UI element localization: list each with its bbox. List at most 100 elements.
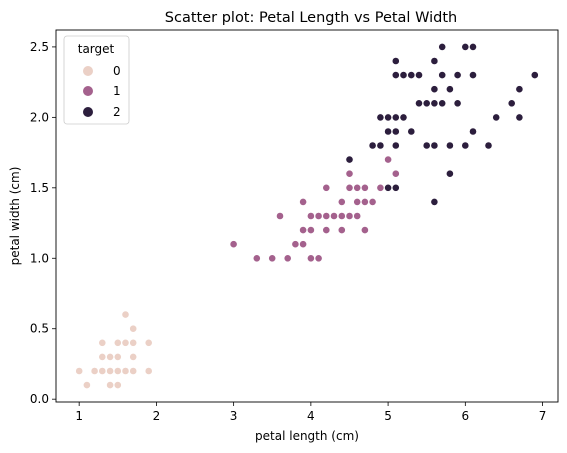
data-point-target-0 xyxy=(113,352,122,361)
data-point-target-2 xyxy=(430,141,439,150)
data-point-target-1 xyxy=(276,212,284,220)
data-point-target-2 xyxy=(438,43,447,51)
legend-label-0: 0 xyxy=(113,64,121,78)
y-axis-ticks: 0.0 0.5 1.0 1.5 2.0 2.5 xyxy=(30,40,56,406)
data-point-target-0 xyxy=(113,367,122,375)
y-tick-label: 2.0 xyxy=(30,110,49,124)
data-point-target-0 xyxy=(90,367,99,375)
x-tick-label: 2 xyxy=(153,409,161,423)
data-point-target-1 xyxy=(306,226,315,234)
data-point-target-1 xyxy=(353,197,362,206)
data-point-target-2 xyxy=(391,141,400,150)
data-point-target-2 xyxy=(407,127,416,136)
y-axis-label: petal width (cm) xyxy=(8,167,22,266)
data-point-target-2 xyxy=(399,71,408,79)
x-axis-label: petal length (cm) xyxy=(255,429,359,443)
plot-frame xyxy=(55,29,559,403)
x-axis-ticks: 1 2 3 4 5 6 7 xyxy=(75,402,546,423)
data-point-target-0 xyxy=(144,338,153,347)
data-point-target-2 xyxy=(469,43,477,51)
data-point-target-2 xyxy=(407,71,416,79)
legend-box xyxy=(63,35,130,125)
data-point-target-1 xyxy=(283,254,292,263)
data-point-target-2 xyxy=(399,113,408,122)
data-point-target-2 xyxy=(376,141,385,150)
data-point-target-1 xyxy=(360,197,369,206)
legend-label-1: 1 xyxy=(113,84,121,98)
data-point-target-1 xyxy=(345,169,354,178)
x-tick-label: 7 xyxy=(539,409,547,423)
data-point-target-2 xyxy=(438,71,447,79)
x-tick-label: 5 xyxy=(384,409,392,423)
legend-title: target xyxy=(78,42,115,56)
legend: target 0 1 2 xyxy=(63,35,130,125)
data-point-target-0 xyxy=(106,381,114,389)
data-point-target-1 xyxy=(322,212,331,220)
data-point-target-2 xyxy=(422,141,431,150)
data-point-target-0 xyxy=(83,381,91,389)
y-tick-label: 1.0 xyxy=(30,251,49,265)
data-point-target-2 xyxy=(391,71,400,79)
data-point-target-2 xyxy=(384,113,392,122)
points-layer xyxy=(75,43,539,389)
x-tick-label: 4 xyxy=(307,409,315,423)
data-point-target-2 xyxy=(384,127,392,136)
data-point-target-1 xyxy=(252,254,261,263)
data-point-target-1 xyxy=(268,254,277,263)
data-point-target-1 xyxy=(322,226,331,234)
data-point-target-1 xyxy=(306,212,315,220)
data-point-target-1 xyxy=(368,197,377,206)
data-point-target-2 xyxy=(415,99,423,108)
data-point-target-2 xyxy=(391,183,400,192)
data-point-target-2 xyxy=(391,113,400,122)
data-point-target-1 xyxy=(337,197,346,206)
data-point-target-1 xyxy=(322,183,331,192)
data-point-target-2 xyxy=(430,85,439,94)
data-point-target-2 xyxy=(461,141,470,150)
data-point-target-1 xyxy=(306,254,315,263)
y-tick-label: 1.5 xyxy=(30,181,49,195)
data-point-target-2 xyxy=(384,183,392,192)
data-point-target-2 xyxy=(469,71,477,79)
data-point-target-1 xyxy=(384,155,392,164)
legend-marker-1 xyxy=(83,86,93,96)
chart-title: Scatter plot: Petal Length vs Petal Widt… xyxy=(165,10,457,26)
data-point-target-1 xyxy=(376,183,385,192)
data-point-target-1 xyxy=(353,183,362,192)
y-tick-label: 0.5 xyxy=(30,322,49,336)
data-point-target-1 xyxy=(314,212,323,220)
data-point-target-2 xyxy=(469,127,477,136)
data-point-target-0 xyxy=(129,338,138,347)
data-point-target-1 xyxy=(291,240,300,249)
data-point-target-2 xyxy=(515,113,524,122)
data-point-target-1 xyxy=(345,183,354,192)
data-point-target-0 xyxy=(98,367,107,375)
data-point-target-1 xyxy=(299,226,307,234)
legend-marker-0 xyxy=(83,66,93,76)
data-point-target-2 xyxy=(430,99,439,108)
data-point-target-1 xyxy=(337,226,346,234)
data-point-target-1 xyxy=(360,183,369,192)
y-tick-label: 2.5 xyxy=(30,40,49,54)
data-point-target-2 xyxy=(430,197,439,206)
axes xyxy=(55,29,559,403)
data-point-target-2 xyxy=(391,57,400,65)
data-point-target-2 xyxy=(507,99,516,108)
data-point-target-1 xyxy=(330,212,338,220)
data-point-target-0 xyxy=(106,352,114,361)
data-point-target-2 xyxy=(415,71,423,79)
data-point-target-2 xyxy=(492,113,501,122)
data-point-target-2 xyxy=(368,141,377,150)
data-point-target-1 xyxy=(353,212,362,220)
data-point-target-2 xyxy=(430,57,439,65)
x-tick-label: 3 xyxy=(230,409,238,423)
data-point-target-1 xyxy=(299,197,307,206)
data-point-target-2 xyxy=(445,169,454,178)
legend-marker-2 xyxy=(83,107,93,117)
data-point-target-0 xyxy=(98,338,107,347)
data-point-target-1 xyxy=(314,254,323,263)
legend-label-2: 2 xyxy=(113,105,121,119)
data-point-target-0 xyxy=(106,367,114,375)
data-point-target-0 xyxy=(98,352,107,361)
